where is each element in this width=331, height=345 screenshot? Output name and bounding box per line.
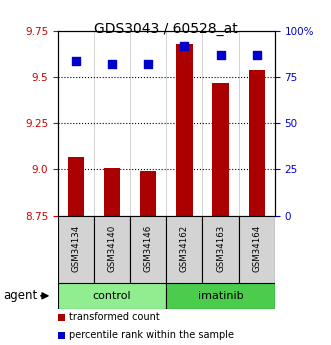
Bar <box>203 216 239 283</box>
Text: GSM34134: GSM34134 <box>71 224 80 272</box>
Point <box>146 61 151 67</box>
Point <box>110 61 115 67</box>
Bar <box>213 83 229 216</box>
Text: GSM34164: GSM34164 <box>252 224 261 272</box>
Bar <box>68 157 84 216</box>
Text: transformed count: transformed count <box>69 313 159 322</box>
Bar <box>130 216 166 283</box>
Text: agent: agent <box>3 289 37 302</box>
Bar <box>58 283 166 309</box>
Point <box>218 52 223 58</box>
Bar <box>94 216 130 283</box>
Bar <box>104 168 120 216</box>
Bar <box>166 283 275 309</box>
Point <box>182 43 187 49</box>
Bar <box>166 216 203 283</box>
Text: GSM34146: GSM34146 <box>144 224 153 272</box>
Point <box>73 58 79 63</box>
Text: control: control <box>93 291 131 301</box>
Text: GSM34163: GSM34163 <box>216 224 225 272</box>
Text: GSM34140: GSM34140 <box>108 224 117 272</box>
Bar <box>249 70 265 216</box>
Text: GDS3043 / 60528_at: GDS3043 / 60528_at <box>94 22 237 37</box>
Text: percentile rank within the sample: percentile rank within the sample <box>69 331 233 340</box>
Text: GSM34162: GSM34162 <box>180 224 189 272</box>
Bar <box>58 216 94 283</box>
Bar <box>140 171 156 216</box>
Point <box>254 52 259 58</box>
Bar <box>176 44 193 216</box>
Bar <box>239 216 275 283</box>
Text: imatinib: imatinib <box>198 291 243 301</box>
